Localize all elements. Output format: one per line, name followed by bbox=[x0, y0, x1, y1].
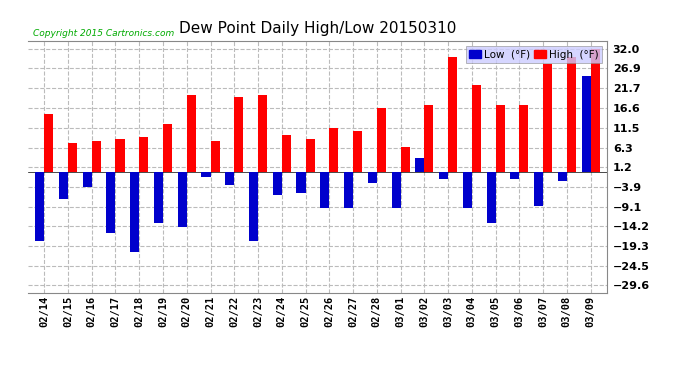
Bar bbox=[353, 131, 362, 172]
Bar bbox=[235, 97, 244, 172]
Bar bbox=[258, 95, 267, 172]
Bar bbox=[154, 172, 163, 224]
Bar bbox=[448, 57, 457, 172]
Bar bbox=[320, 172, 329, 208]
Bar bbox=[201, 172, 210, 177]
Bar bbox=[115, 139, 124, 172]
Bar bbox=[329, 128, 338, 172]
Bar bbox=[368, 172, 377, 183]
Bar bbox=[520, 105, 529, 172]
Bar bbox=[273, 172, 282, 195]
Bar bbox=[163, 124, 172, 172]
Bar bbox=[68, 143, 77, 172]
Bar bbox=[83, 172, 92, 187]
Bar bbox=[187, 95, 196, 172]
Bar bbox=[130, 172, 139, 252]
Bar bbox=[439, 172, 448, 179]
Bar bbox=[59, 172, 68, 198]
Bar bbox=[534, 172, 543, 206]
Bar bbox=[424, 105, 433, 172]
Bar bbox=[591, 49, 600, 172]
Bar bbox=[566, 57, 576, 172]
Bar bbox=[44, 114, 53, 172]
Bar bbox=[92, 141, 101, 172]
Bar bbox=[344, 172, 353, 208]
Bar bbox=[249, 172, 258, 241]
Bar bbox=[511, 172, 520, 179]
Bar bbox=[139, 137, 148, 172]
Bar bbox=[297, 172, 306, 193]
Bar bbox=[400, 147, 410, 172]
Bar bbox=[495, 105, 504, 172]
Bar bbox=[210, 141, 219, 172]
Bar bbox=[178, 172, 187, 227]
Bar bbox=[377, 108, 386, 172]
Title: Dew Point Daily High/Low 20150310: Dew Point Daily High/Low 20150310 bbox=[179, 21, 456, 36]
Bar bbox=[558, 172, 566, 181]
Bar bbox=[463, 172, 472, 208]
Bar bbox=[543, 64, 552, 172]
Bar bbox=[582, 76, 591, 172]
Bar bbox=[306, 139, 315, 172]
Legend: Low  (°F), High  (°F): Low (°F), High (°F) bbox=[466, 46, 602, 63]
Bar bbox=[35, 172, 44, 241]
Bar bbox=[282, 135, 290, 172]
Bar bbox=[391, 172, 400, 208]
Bar bbox=[106, 172, 115, 233]
Bar bbox=[472, 86, 481, 172]
Bar bbox=[415, 158, 424, 172]
Bar bbox=[486, 172, 495, 224]
Bar bbox=[225, 172, 235, 185]
Text: Copyright 2015 Cartronics.com: Copyright 2015 Cartronics.com bbox=[33, 29, 175, 38]
